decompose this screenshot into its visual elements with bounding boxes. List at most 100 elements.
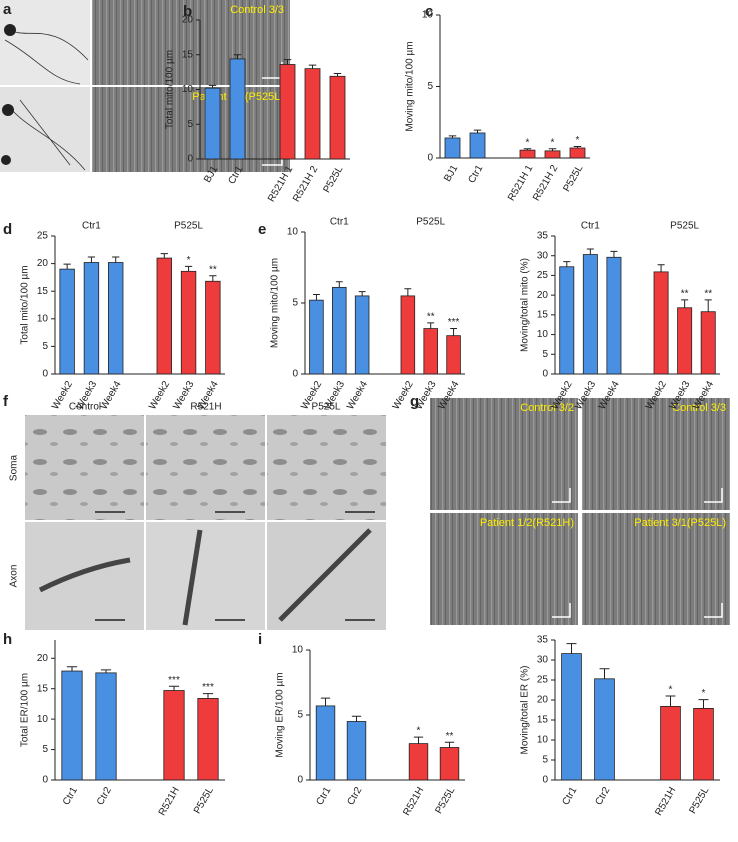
- error-bar: [208, 84, 217, 89]
- group-label: P525L: [670, 221, 699, 232]
- kymograph: [92, 0, 290, 85]
- panel-label: i: [258, 631, 262, 648]
- em-image: [146, 522, 265, 630]
- bar: [59, 268, 75, 375]
- error-bar: [586, 248, 594, 255]
- significance: ***: [168, 675, 180, 686]
- y-tick-label: 0: [187, 154, 193, 165]
- bar: [446, 335, 461, 375]
- error-bar: [283, 59, 292, 65]
- group-label: Ctr1: [581, 221, 600, 232]
- error-bar: [523, 148, 532, 151]
- error-bar: [610, 250, 618, 258]
- bar: [519, 149, 536, 159]
- error-bar: [704, 299, 712, 312]
- y-tick-label: 0: [297, 775, 303, 786]
- y-tick-label: 5: [427, 81, 433, 92]
- bar: [660, 706, 681, 781]
- significance: ***: [448, 317, 460, 328]
- y-tick-label: 10: [537, 735, 549, 746]
- error-bar: [233, 54, 242, 59]
- bar: [400, 295, 416, 375]
- error-bar: [66, 666, 78, 672]
- y-tick-label: 5: [42, 744, 48, 755]
- error-bar: [599, 668, 610, 679]
- y-tick-label: 0: [42, 775, 48, 786]
- y-axis-label: Moving mito/100 µm: [405, 41, 416, 131]
- bar: [205, 280, 221, 375]
- x-tick-label: Ctr1: [560, 785, 579, 807]
- image-label: Patient 3/1(P525L): [634, 517, 726, 529]
- y-tick-label: 25: [537, 270, 549, 281]
- significance: *: [526, 137, 530, 148]
- y-tick-label: 25: [37, 231, 49, 242]
- error-bar: [548, 148, 557, 151]
- error-bar: [184, 265, 193, 272]
- y-tick-label: 20: [37, 653, 49, 664]
- significance: *: [669, 685, 673, 696]
- y-tick-label: 0: [542, 369, 548, 380]
- bar: [197, 698, 219, 781]
- y-axis-label: Total ER/100 µm: [20, 673, 31, 747]
- y-axis-label: Total mito/100 µm: [165, 50, 176, 129]
- significance: **: [681, 289, 689, 300]
- y-tick-label: 0: [292, 369, 298, 380]
- bar: [653, 271, 669, 375]
- bar: [444, 137, 461, 159]
- x-tick-label: Ctr2: [593, 785, 612, 807]
- bar: [156, 257, 172, 375]
- kymograph: [92, 87, 290, 172]
- column-label: Control: [69, 402, 101, 413]
- y-tick-label: 10: [422, 10, 434, 21]
- y-tick-label: 10: [292, 645, 304, 656]
- error-bar: [308, 64, 317, 69]
- y-tick-label: 25: [537, 675, 549, 686]
- panel-label: f: [3, 393, 9, 410]
- row-label: Axon: [9, 565, 20, 588]
- bar: [229, 58, 246, 160]
- bar: [561, 653, 582, 781]
- y-axis-label: Moving ER/100 µm: [275, 672, 286, 757]
- x-tick-label: R521H: [157, 785, 182, 817]
- significance: *: [702, 688, 706, 699]
- error-bar: [335, 281, 343, 288]
- error-bar: [413, 736, 424, 744]
- panel-a-images: Control 3/3 Patient 3/1(P525L): [0, 0, 290, 172]
- column-label: R521H: [190, 402, 221, 413]
- error-bar: [563, 261, 571, 267]
- panel-g-images: Control 3/2 Control 3/3 Patient 1/2(R521…: [430, 398, 730, 625]
- y-tick-label: 30: [537, 655, 549, 666]
- em-image: [25, 522, 144, 630]
- error-bar: [573, 146, 582, 148]
- error-bar: [450, 328, 457, 336]
- x-tick-label: P525L: [687, 785, 711, 816]
- bar: [309, 299, 324, 375]
- x-tick-label: R521H 2: [291, 164, 320, 204]
- bar: [544, 150, 561, 159]
- kymograph: [582, 513, 730, 625]
- bar: [204, 87, 221, 160]
- y-tick-label: 10: [537, 329, 549, 340]
- x-tick-label: P525L: [321, 164, 345, 195]
- bar: [569, 147, 586, 159]
- neuron-image: [0, 87, 90, 172]
- bar: [594, 678, 615, 781]
- error-bar: [87, 256, 96, 263]
- bar: [408, 743, 429, 781]
- bar: [304, 68, 321, 160]
- error-bar: [112, 256, 120, 263]
- group-label: P525L: [416, 217, 445, 228]
- bar: [559, 266, 575, 375]
- y-axis-label: Moving/total mito (%): [520, 258, 531, 352]
- error-bar: [657, 264, 665, 272]
- x-tick-label: P525L: [192, 785, 216, 816]
- x-tick-label: P525L: [433, 785, 457, 816]
- significance: **: [427, 312, 435, 323]
- x-tick-label: R521H: [653, 785, 678, 817]
- y-tick-label: 20: [37, 258, 49, 269]
- image-label: Patient 1/2(R521H): [480, 517, 574, 529]
- significance: *: [187, 255, 191, 266]
- error-bar: [473, 129, 482, 133]
- x-tick-label: Ctr2: [345, 785, 364, 807]
